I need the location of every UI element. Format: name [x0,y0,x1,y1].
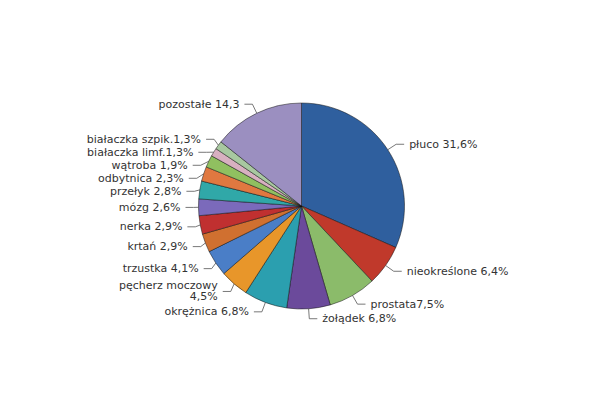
svg-text:okrężnica 6,8%: okrężnica 6,8% [164,305,248,318]
svg-text:płuco 31,6%: płuco 31,6% [409,138,477,151]
svg-text:krtań 2,9%: krtań 2,9% [127,240,187,253]
svg-text:żołądek 6,8%: żołądek 6,8% [322,312,396,325]
svg-text:trzustka 4,1%: trzustka 4,1% [123,262,199,275]
svg-text:białaczka limf.1,3%: białaczka limf.1,3% [87,146,193,159]
svg-text:przełyk 2,8%: przełyk 2,8% [110,185,182,198]
svg-text:mózg 2,6%: mózg 2,6% [119,201,181,214]
svg-text:wątroba 1,9%: wątroba 1,9% [111,159,187,172]
svg-text:4,5%: 4,5% [190,290,218,303]
svg-text:białaczka szpik.1,3%: białaczka szpik.1,3% [87,133,201,146]
svg-text:nieokreślone 6,4%: nieokreślone 6,4% [407,265,509,278]
svg-text:prostata7,5%: prostata7,5% [370,298,444,311]
svg-text:pozostałe 14,3: pozostałe 14,3 [159,98,240,111]
svg-text:nerka 2,9%: nerka 2,9% [120,220,183,233]
svg-text:odbytnica 2,3%: odbytnica 2,3% [98,172,184,185]
svg-text:pęcherz moczowy: pęcherz moczowy [118,279,218,293]
